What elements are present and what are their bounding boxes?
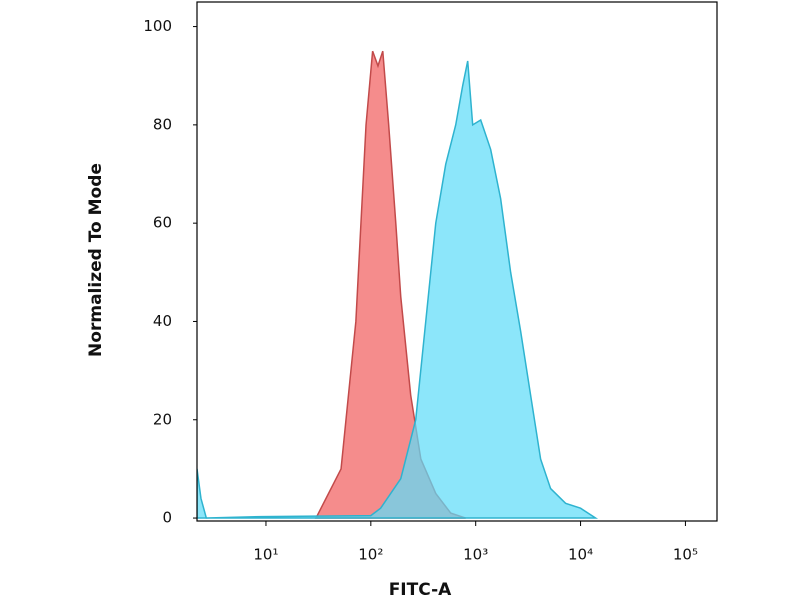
y-tick-label: 40 bbox=[153, 312, 172, 330]
x-tick-label: 10³ bbox=[463, 546, 488, 564]
x-tick-label: 10¹ bbox=[253, 546, 278, 564]
area bbox=[197, 60, 599, 519]
y-tick-label: 60 bbox=[153, 214, 172, 232]
y-tick-label: 100 bbox=[143, 17, 172, 35]
x-axis-label: FITC-A bbox=[389, 580, 452, 600]
x-tick-label: 10⁴ bbox=[568, 546, 593, 564]
x-tick-label: 10² bbox=[358, 546, 383, 564]
plot-area bbox=[197, 50, 599, 519]
y-axis-label: Normalized To Mode bbox=[86, 163, 106, 357]
y-tick-label: 20 bbox=[153, 410, 172, 428]
y-tick-label: 80 bbox=[153, 115, 172, 133]
x-tick-label: 10⁵ bbox=[673, 546, 698, 564]
y-tick-label: 0 bbox=[162, 509, 172, 527]
plot-frame bbox=[196, 1, 718, 522]
